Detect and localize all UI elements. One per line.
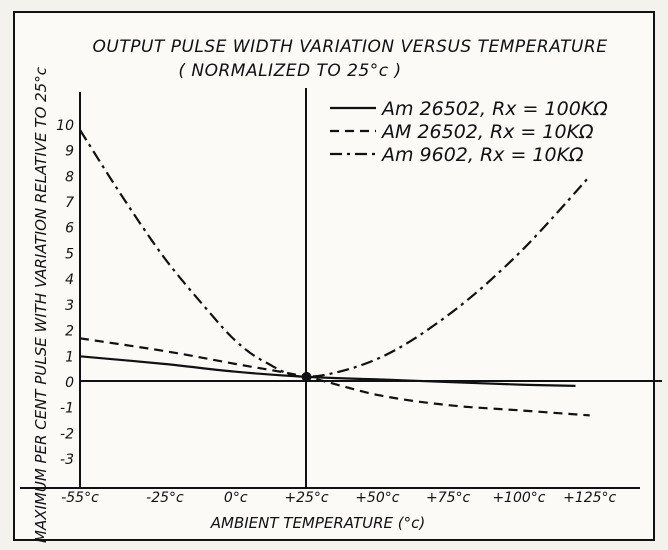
y-tick-label: 10 [56,118,74,134]
x-tick-label: -55°c [61,490,99,506]
x-tick-label: -25°c [146,490,184,506]
y-tick-label: -3 [60,452,74,468]
y-tick-label: 9 [65,144,74,160]
y-tick-label: 4 [65,272,74,288]
y-tick-label: -1 [60,401,74,417]
series-line-2 [79,337,590,417]
series-line-3 [79,129,591,379]
y-tick-label: 6 [65,221,74,237]
y-tick-label: 2 [65,324,74,340]
y-tick-label: 1 [65,349,74,365]
x-tick-label: +25°c [284,490,329,506]
y-tick-label: 7 [65,195,74,211]
legend-label-1: Am 26502, Rx = 100KΩ [380,98,608,120]
x-tick-label: +125°c [563,490,616,506]
legend-label-2: AM 26502, Rx = 10KΩ [380,121,594,143]
y-tick-label: 8 [65,169,74,185]
tick-labels: -55°c -25°c 0°c +25°c +50°c +75°c +100°c +125°c… [56,118,616,506]
x-axis-title: AMBIENT TEMPERATURE (°c) [210,514,426,532]
y-tick-label: -2 [60,426,74,442]
y-axis-title: MAXIMUM PER CENT PULSE WITH VARIATION RE… [32,66,50,543]
legend-label-3: Am 9602, Rx = 10KΩ [380,144,584,166]
series-lines [79,129,591,417]
y-tick-label: 5 [65,246,74,262]
x-tick-label: 0°c [224,490,248,506]
y-tick-label: 3 [65,298,74,314]
y-tick-label: 0 [65,375,74,391]
intersection-dot [301,371,312,382]
x-tick-label: +75°c [426,490,471,506]
chart-title: OUTPUT PULSE WIDTH VARIATION VERSUS TEMP… [93,37,608,57]
chart-subtitle: ( NORMALIZED TO 25°c ) [178,61,401,81]
chart-frame [13,11,655,541]
x-tick-label: +50°c [355,490,400,506]
series-line-1 [79,355,576,387]
x-tick-label: +100°c [492,490,545,506]
